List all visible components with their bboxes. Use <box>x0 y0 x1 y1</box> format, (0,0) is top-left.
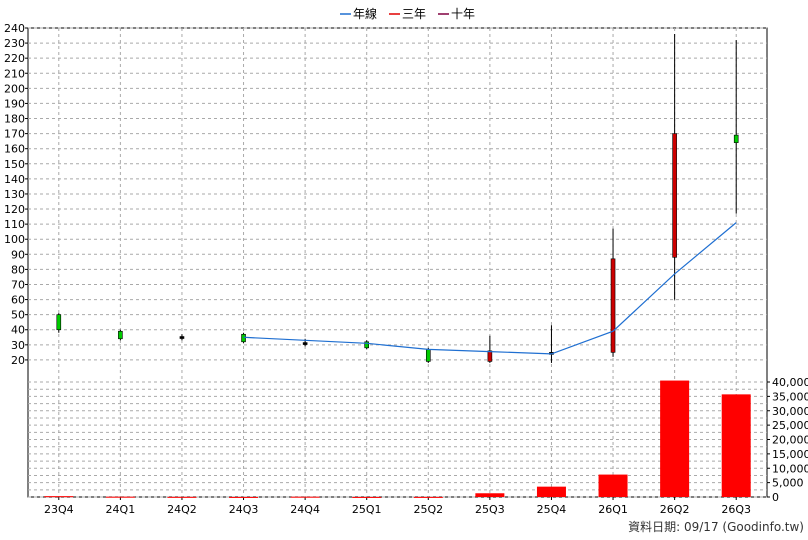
candle-body <box>733 134 739 143</box>
candle-body <box>610 258 616 353</box>
volume-tick-label: 5,000 <box>772 477 804 490</box>
candle-body <box>179 336 185 339</box>
price-tick-label: 30 <box>11 339 25 352</box>
volume-bar <box>352 496 382 498</box>
volume-tick-label: 35,000 <box>772 390 808 403</box>
volume-bar <box>44 496 74 498</box>
price-tick-label: 120 <box>4 203 25 216</box>
volume-bar <box>413 496 443 498</box>
plot-frame <box>27 27 768 498</box>
candle-body <box>241 333 246 343</box>
volume-bar <box>290 496 320 498</box>
volume-bar <box>721 394 751 497</box>
price-tick-label: 50 <box>11 309 25 322</box>
x-tick-label: 26Q3 <box>721 503 751 516</box>
price-tick-label: 200 <box>4 82 25 95</box>
x-tick-label: 26Q1 <box>598 503 628 516</box>
volume-tick-label: 0 <box>772 491 779 504</box>
price-tick-label: 60 <box>11 294 25 307</box>
legend-label: 十年 <box>451 7 475 21</box>
price-tick-label: 230 <box>4 37 25 50</box>
x-tick-label: 26Q2 <box>660 503 690 516</box>
price-tick-label: 210 <box>4 67 25 80</box>
x-tick-label: 25Q1 <box>352 503 382 516</box>
volume-bar <box>229 496 259 498</box>
legend: 年線 三年 十年 <box>340 6 475 21</box>
candle-body <box>672 133 677 258</box>
volume-bar <box>536 486 566 497</box>
price-tick-label: 100 <box>4 233 25 246</box>
volume-tick-label: 25,000 <box>772 419 808 432</box>
x-tick-label: 24Q4 <box>290 503 320 516</box>
candle-body <box>364 341 370 349</box>
x-tick-label: 24Q3 <box>229 503 259 516</box>
x-tick-label: 25Q2 <box>413 503 443 516</box>
volume-tick-label: 30,000 <box>772 405 808 418</box>
candle-body <box>487 350 493 362</box>
volume-bar <box>167 496 197 498</box>
price-tick-label: 240 <box>4 22 25 35</box>
data-date-label: 資料日期: 09/17 (Goodinfo.tw) <box>628 520 804 534</box>
volume-bar <box>598 474 628 497</box>
price-tick-label: 40 <box>11 324 25 337</box>
price-tick-label: 90 <box>11 248 25 261</box>
volume-bar <box>105 496 135 498</box>
price-tick-label: 110 <box>4 218 25 231</box>
plot-area: 20 30 40 50 60 70 80 90 100 110 120 130 140 150 160 170… <box>4 22 808 516</box>
volume-tick-label: 20,000 <box>772 434 808 447</box>
price-tick-label: 130 <box>4 188 25 201</box>
price-tick-label: 170 <box>4 128 25 141</box>
candle-body <box>118 330 123 340</box>
price-tick-label: 220 <box>4 52 25 65</box>
volume-tick-label: 15,000 <box>772 448 808 461</box>
volume-bar <box>475 493 505 497</box>
price-tick-label: 150 <box>4 158 25 171</box>
price-tick-label: 180 <box>4 113 25 126</box>
price-tick-label: 70 <box>11 278 25 291</box>
volume-tick-label: 10,000 <box>772 462 808 475</box>
price-tick-label: 160 <box>4 143 25 156</box>
x-tick-label: 25Q3 <box>475 503 505 516</box>
legend-label: 三年 <box>402 7 426 21</box>
price-tick-label: 80 <box>11 263 25 276</box>
volume-tick-label: 40,000 <box>772 376 808 389</box>
candle-body <box>425 349 431 362</box>
x-tick-label: 24Q2 <box>167 503 197 516</box>
price-tick-label: 140 <box>4 173 25 186</box>
x-tick-label: 23Q4 <box>44 503 74 516</box>
moving-average-line <box>243 222 737 355</box>
x-tick-label: 25Q4 <box>537 503 567 516</box>
price-tick-label: 190 <box>4 97 25 110</box>
price-tick-label: 20 <box>11 354 25 367</box>
volume-bar <box>660 380 690 497</box>
candle-body <box>56 314 62 331</box>
legend-label: 年線 <box>353 6 377 21</box>
x-tick-label: 24Q1 <box>106 503 136 516</box>
candle-body <box>302 342 308 345</box>
